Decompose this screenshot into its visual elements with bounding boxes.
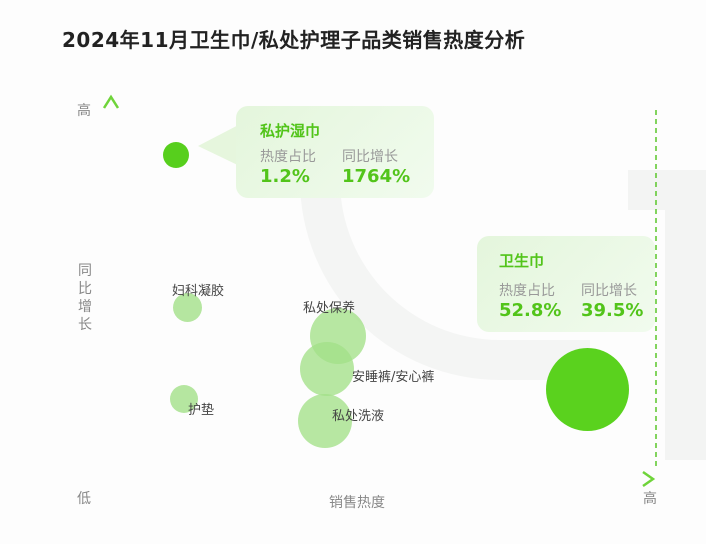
yoy-growth-label: 同比增长 [342, 149, 398, 165]
yoy-growth-label: 同比增长 [581, 283, 637, 299]
bubble-wash[interactable] [298, 394, 352, 448]
heat-share-label: 热度占比 [499, 283, 555, 299]
chart-title: 2024年11月卫生巾/私处护理子品类销售热度分析 [62, 28, 526, 52]
card-title: 卫生巾 [499, 252, 545, 270]
heat-share-value: 52.8% [499, 300, 562, 321]
bubble-pants[interactable] [300, 342, 354, 396]
x-axis-low-label: 低 [77, 491, 91, 507]
watermark-shape [665, 170, 706, 460]
label-gel: 妇科凝胶 [172, 284, 225, 299]
yoy-growth-value: 1764% [342, 166, 411, 187]
label-pants: 安睡裤/安心裤 [352, 370, 435, 385]
label-care: 私处保养 [303, 301, 356, 316]
x-axis-high-label: 高 [643, 491, 657, 507]
label-wash: 私处洗液 [332, 409, 385, 424]
card-title: 私护湿巾 [260, 122, 321, 140]
heat-share-label: 热度占比 [260, 149, 316, 165]
bubble-liner[interactable] [170, 385, 198, 413]
y-axis-title: 同 比 增 长 [78, 263, 92, 333]
bubble-gel[interactable] [173, 293, 202, 322]
callout-card-pads: 卫生巾 热度占比 同比增长 52.8% 39.5% [477, 236, 655, 332]
label-liner: 护垫 [188, 403, 215, 418]
heat-share-value: 1.2% [260, 166, 310, 187]
bubble-wipes[interactable] [163, 142, 189, 168]
x-axis-title: 销售热度 [329, 495, 385, 511]
yoy-growth-value: 39.5% [581, 300, 644, 321]
y-axis-high-label: 高 [77, 103, 91, 119]
callout-card-wipes: 私护湿巾 热度占比 同比增长 1.2% 1764% [236, 106, 434, 198]
bubble-pads[interactable] [546, 348, 629, 431]
